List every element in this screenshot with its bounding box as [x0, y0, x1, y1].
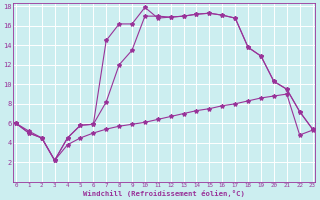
- X-axis label: Windchill (Refroidissement éolien,°C): Windchill (Refroidissement éolien,°C): [83, 190, 245, 197]
